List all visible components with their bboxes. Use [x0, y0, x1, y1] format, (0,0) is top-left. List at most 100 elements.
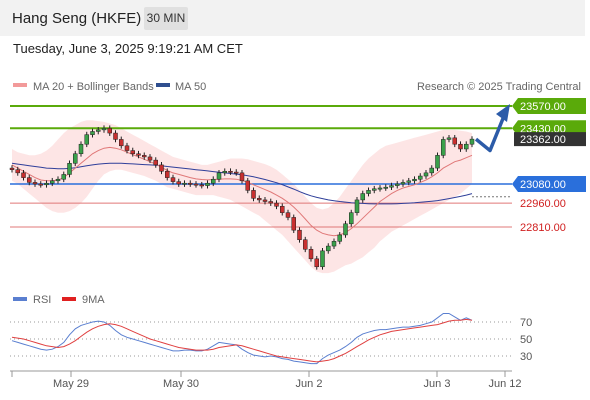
ma20-legend-swatch [13, 83, 27, 87]
datetime-label: Tuesday, June 3, 2025 9:19:21 AM CET [13, 41, 243, 56]
candle-body [107, 128, 112, 134]
rsi-ma-legend-label: 9MA [82, 294, 105, 306]
ma50-legend-label: MA 50 [175, 81, 206, 93]
candle-body [308, 249, 314, 260]
candle-body [377, 187, 383, 190]
candle-body [136, 153, 141, 156]
candle-body [193, 183, 199, 186]
support-label-5: 22810.00 [520, 222, 566, 234]
candle-body [67, 163, 72, 175]
x-tick-label-1: May 30 [163, 378, 199, 390]
last-price-label: 23362.00 [520, 134, 566, 146]
x-tick-label-2: Jun 2 [296, 378, 323, 390]
candle-body [337, 234, 342, 242]
candle-body [96, 129, 101, 132]
rsi-ma-legend-swatch [62, 297, 76, 301]
candle-body [153, 159, 158, 166]
candle-body [412, 178, 417, 182]
candle-body [395, 183, 400, 186]
candle-body [15, 169, 20, 174]
candle-body [291, 217, 296, 231]
candle-body [320, 250, 325, 268]
header-bar: Hang Seng (HKFE) 30 MIN [0, 0, 585, 36]
candle-body [124, 145, 130, 151]
candle-body [303, 239, 308, 250]
candle-body [113, 132, 118, 140]
candle-body [349, 212, 354, 225]
bollinger-band [12, 120, 472, 274]
candle-body [366, 190, 371, 194]
candle-body [211, 178, 216, 184]
forecast-arrow [474, 115, 506, 153]
candle-body [274, 202, 279, 207]
candle-body [458, 143, 463, 150]
ma50-legend-swatch [156, 83, 170, 87]
x-tick-label-4: Jun 12 [488, 378, 521, 390]
candle-body [441, 139, 446, 156]
rsi-level-label-50: 50 [520, 334, 532, 346]
x-tick-label-0: May 29 [53, 378, 89, 390]
candle-body [297, 229, 302, 240]
candle-body [372, 188, 377, 191]
candle-body [389, 185, 394, 188]
rsi-legend-swatch [13, 297, 27, 301]
candle-body [429, 167, 434, 174]
candle-body [406, 180, 411, 183]
candle-body [176, 181, 181, 185]
pivot-label-3: 23080.00 [520, 179, 566, 191]
candle-body [165, 171, 170, 178]
candle-body [423, 172, 429, 177]
candle-body [285, 212, 291, 218]
candle-body [245, 180, 250, 191]
candle-body [84, 134, 89, 145]
candle-body [268, 201, 273, 204]
candle-body [61, 174, 66, 180]
candle-body [360, 193, 365, 201]
candle-body [50, 180, 55, 184]
candle-body [314, 258, 319, 268]
candle-body [55, 178, 61, 182]
candle-body [469, 138, 475, 145]
x-tick-label-3: Jun 3 [424, 378, 451, 390]
candle-body [343, 223, 348, 236]
candle-body [90, 131, 95, 135]
candle-body [251, 190, 256, 199]
candle-body [159, 164, 164, 172]
candle-body [182, 182, 187, 185]
candle-body [354, 199, 360, 213]
timeframe-button[interactable]: 30 MIN [144, 7, 188, 30]
candle-body [383, 186, 388, 189]
candle-body [147, 156, 153, 161]
candle-body [331, 241, 337, 247]
candle-body [262, 199, 268, 202]
candle-body [188, 182, 193, 185]
candle-body [222, 171, 227, 174]
resistance-label-0: 23570.00 [520, 101, 566, 113]
x-axis: May 29 May 30 Jun 2 Jun 3 Jun 12 [11, 371, 522, 390]
candle-body [130, 150, 135, 155]
rsi-level-label-70: 70 [520, 317, 532, 329]
candle-body [119, 139, 124, 147]
candle-body [38, 183, 43, 186]
candle-body [228, 171, 233, 173]
rsi-panel: 70 50 30 [10, 313, 532, 365]
candle-body [464, 143, 469, 150]
candle-body [78, 143, 84, 155]
ma20-legend-label: MA 20 + Bollinger Bands [33, 81, 154, 93]
candle-body [199, 184, 204, 187]
pivot-tag-3 [512, 176, 586, 192]
candle-body [418, 175, 423, 180]
last-price-tag [514, 132, 586, 147]
support-label-4: 22960.00 [520, 198, 566, 210]
candle-body [44, 182, 49, 186]
candle-body [9, 167, 15, 170]
candle-body [27, 177, 32, 183]
candle-body [452, 137, 457, 145]
candle-body [239, 172, 245, 182]
rsi-legend-label: RSI [33, 294, 51, 306]
rsi-ma-line [11, 318, 473, 363]
candle-body [446, 137, 452, 140]
rsi-line [11, 313, 473, 365]
